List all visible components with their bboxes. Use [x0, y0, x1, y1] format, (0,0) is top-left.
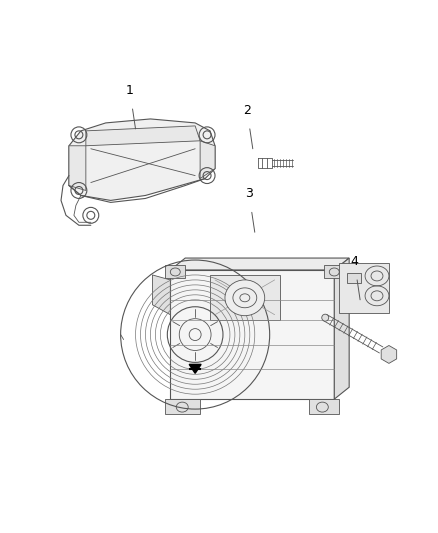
Polygon shape: [339, 263, 389, 313]
Polygon shape: [69, 119, 215, 200]
Ellipse shape: [322, 314, 328, 321]
Text: 3: 3: [245, 188, 253, 200]
Text: 2: 2: [243, 104, 251, 117]
Polygon shape: [309, 399, 339, 414]
Polygon shape: [86, 126, 200, 146]
Text: 4: 4: [350, 255, 358, 268]
Polygon shape: [165, 265, 185, 278]
Polygon shape: [170, 258, 349, 270]
Polygon shape: [165, 399, 200, 414]
Ellipse shape: [225, 280, 265, 316]
Polygon shape: [170, 270, 334, 399]
Polygon shape: [200, 141, 215, 179]
Polygon shape: [334, 258, 349, 399]
Polygon shape: [381, 345, 397, 364]
Polygon shape: [210, 275, 279, 320]
Polygon shape: [189, 365, 201, 373]
Polygon shape: [69, 146, 86, 190]
Polygon shape: [324, 265, 344, 278]
Polygon shape: [152, 275, 170, 314]
Text: 1: 1: [126, 84, 134, 97]
Polygon shape: [347, 273, 361, 283]
